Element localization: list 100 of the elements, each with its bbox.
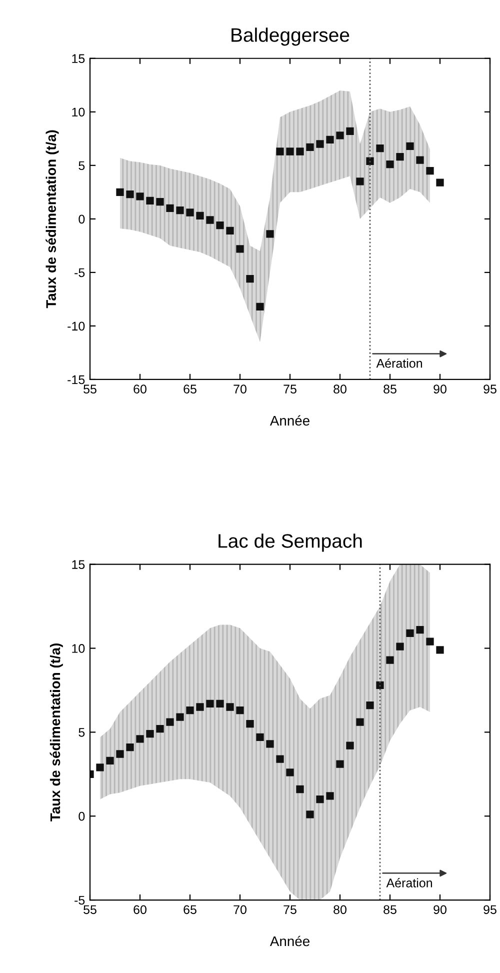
point (436, 178, 444, 186)
chart-title: Lac de Sempach (218, 534, 362, 552)
y-tick-label: 0 (78, 214, 85, 224)
point (146, 196, 154, 205)
y-tick-label: -10 (68, 322, 85, 331)
point (296, 148, 304, 156)
point (426, 166, 434, 175)
point (206, 700, 214, 708)
x-tick-label: 90 (434, 905, 446, 914)
point (116, 750, 124, 758)
y-axis-title: Taux de sédimentation (t/a) (50, 643, 63, 822)
point (386, 160, 394, 168)
point (136, 735, 144, 743)
point (346, 127, 354, 135)
x-tick-label: 55 (84, 384, 96, 394)
x-tick-label: 65 (184, 905, 196, 914)
point (406, 629, 414, 637)
x-tick-label: 70 (234, 905, 246, 914)
x-tick-label: 90 (434, 384, 446, 394)
point (246, 720, 254, 728)
point (326, 792, 334, 800)
point (276, 755, 284, 763)
point (286, 148, 294, 156)
point (296, 785, 304, 794)
point (116, 188, 124, 196)
point (266, 740, 274, 748)
point (226, 703, 234, 711)
x-tick-label: 65 (184, 384, 196, 394)
point (186, 208, 194, 216)
y-tick-label: 5 (78, 728, 85, 737)
point (176, 206, 184, 214)
x-tick-label: 75 (284, 384, 296, 394)
y-tick-label: -5 (74, 896, 85, 905)
point (306, 143, 314, 152)
y-tick-label: -5 (74, 268, 85, 278)
x-tick-label: 60 (134, 384, 146, 394)
point (336, 760, 344, 768)
chart-title: Baldeggersee (232, 28, 350, 46)
point (326, 136, 334, 144)
point (396, 642, 404, 650)
point (156, 198, 164, 206)
point (216, 700, 224, 708)
point (106, 756, 114, 765)
point (156, 725, 164, 733)
point (96, 764, 104, 772)
point (406, 142, 414, 150)
point (416, 626, 424, 634)
point (316, 140, 324, 148)
point (176, 713, 184, 721)
point (416, 156, 424, 164)
point (366, 702, 374, 710)
point (196, 212, 204, 220)
x-tick-label: 80 (334, 384, 346, 394)
x-tick-label: 75 (284, 905, 296, 914)
point (166, 718, 174, 726)
point (316, 796, 324, 804)
point (376, 681, 384, 690)
point (236, 706, 244, 714)
x-tick-label: 55 (84, 905, 96, 914)
y-tick-label: 10 (72, 644, 85, 653)
point (256, 733, 264, 742)
x-tick-label: 70 (234, 384, 246, 394)
y-tick-label: 5 (78, 161, 85, 170)
ref-line-label: Aération (386, 878, 432, 888)
y-tick-label: 10 (72, 108, 85, 117)
point (336, 132, 344, 140)
point (366, 157, 374, 165)
point (236, 245, 244, 253)
y-axis-title: Taux de sédimentation (t/a) (46, 130, 59, 308)
x-tick-label: 80 (334, 905, 346, 914)
point (266, 230, 274, 238)
point (356, 178, 364, 186)
point (346, 742, 354, 750)
point (126, 743, 134, 752)
point (186, 706, 194, 714)
point (226, 226, 234, 235)
point (196, 703, 204, 711)
point (306, 810, 314, 818)
point (126, 190, 134, 198)
point (386, 656, 394, 664)
x-tick-label: 85 (384, 384, 396, 394)
point (136, 192, 144, 200)
x-tick-label: 60 (134, 905, 146, 914)
point (376, 144, 384, 152)
ref-line-label: Aération (376, 358, 422, 368)
x-axis-title: Année (270, 415, 310, 426)
point (246, 275, 254, 283)
y-tick-label: -15 (68, 375, 85, 384)
x-tick-label: 95 (484, 905, 496, 914)
x-axis-title: Année (270, 936, 310, 946)
y-tick-label: 15 (72, 54, 85, 64)
point (426, 638, 434, 646)
x-tick-label: 85 (384, 905, 396, 914)
point (286, 768, 294, 776)
x-tick-label: 95 (484, 384, 496, 394)
y-tick-label: 0 (78, 812, 85, 821)
point (396, 153, 404, 161)
point (436, 646, 444, 654)
point (216, 222, 224, 230)
point (356, 718, 364, 726)
